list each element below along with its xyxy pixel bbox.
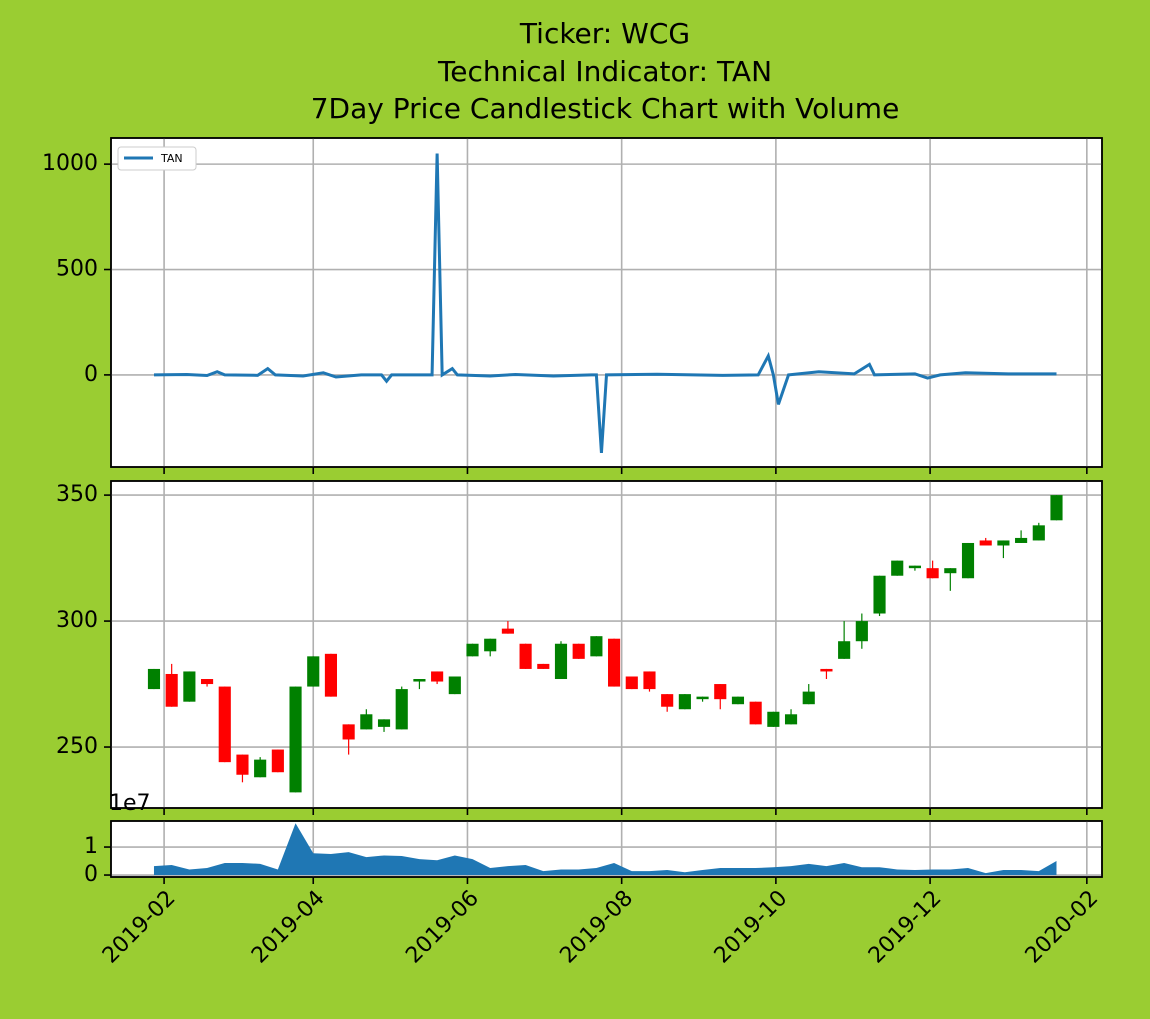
y-tick-label: 250 [56, 734, 98, 759]
x-tick-label: 2019-10 [710, 886, 793, 969]
candle-body [519, 643, 532, 669]
candle-body [802, 691, 815, 705]
candle-body [944, 568, 957, 574]
candle-body [324, 653, 338, 697]
y-tick-label: 1000 [42, 151, 98, 176]
y-tick-label: 500 [56, 257, 98, 282]
x-tick-label: 2019-12 [864, 886, 947, 969]
candle-body [961, 542, 975, 579]
candle-body [908, 565, 921, 569]
candle-body [147, 668, 161, 690]
candle-body [165, 673, 178, 707]
plot-border [110, 137, 1103, 468]
candle-body [749, 701, 762, 725]
candle-body [183, 671, 196, 702]
candle-body [820, 668, 833, 672]
candle-body [254, 759, 267, 778]
x-tick-label: 2020-02 [1021, 886, 1104, 969]
candle-body [572, 643, 585, 659]
candle-body [289, 686, 302, 793]
candle-body [1032, 525, 1045, 541]
candle-body [448, 676, 461, 695]
candle-body [501, 628, 514, 634]
plot-border [110, 480, 1103, 809]
candle-body [431, 671, 444, 682]
candle-body [484, 638, 497, 652]
candle-body [342, 724, 355, 740]
candle-body [714, 684, 727, 700]
title-line: Ticker: WCG [519, 17, 690, 50]
candle-body [307, 656, 320, 687]
candle-body [271, 749, 284, 773]
x-tick-label: 2019-08 [555, 886, 638, 969]
candle-body [218, 686, 231, 763]
candle-body [997, 540, 1010, 546]
indicator-line [153, 153, 1057, 453]
candle-body [696, 696, 709, 700]
x-tick-label: 2019-04 [247, 886, 330, 969]
candle-body [466, 643, 479, 657]
plot-area [110, 137, 1103, 468]
candle-body [784, 714, 798, 725]
plot-border [110, 820, 1103, 878]
y-tick-label: 350 [56, 482, 98, 507]
legend-label: TAN [160, 152, 183, 165]
y-tick-label: 0 [84, 862, 98, 887]
candle-body [200, 679, 214, 685]
y-tick-label: 0 [84, 362, 98, 387]
volume-area [153, 823, 1057, 876]
y-tick-label: 1 [84, 834, 98, 859]
candle-body [377, 719, 391, 727]
title-line: Technical Indicator: TAN [437, 55, 772, 88]
candle-body [767, 711, 780, 727]
candle-body [608, 638, 621, 687]
candle-body [413, 679, 426, 682]
candle-body [855, 621, 868, 642]
candle-body [678, 694, 691, 710]
candle-body [625, 676, 638, 690]
candle-body [236, 754, 249, 775]
candle-body [891, 560, 904, 576]
candle-body [838, 641, 851, 659]
x-tick-label: 2019-06 [401, 886, 484, 969]
candle-body [926, 568, 939, 579]
candle-body [395, 689, 408, 730]
title-line: 7Day Price Candlestick Chart with Volume [311, 92, 900, 125]
candle-body [590, 636, 603, 657]
candle-body [643, 671, 656, 690]
candle-body [360, 714, 373, 730]
legend-box [117, 146, 197, 171]
candle-body [731, 696, 745, 705]
candle-body [1050, 495, 1063, 521]
y-tick-label: 300 [56, 608, 98, 633]
candle-body [661, 694, 674, 707]
candle-body [554, 643, 568, 680]
candle-body [1015, 537, 1028, 543]
candle-body [537, 663, 550, 669]
candle-body [873, 575, 886, 614]
candle-body [979, 540, 992, 546]
x-tick-label: 2019-02 [98, 886, 181, 969]
offset-label: 1e7 [109, 791, 151, 816]
